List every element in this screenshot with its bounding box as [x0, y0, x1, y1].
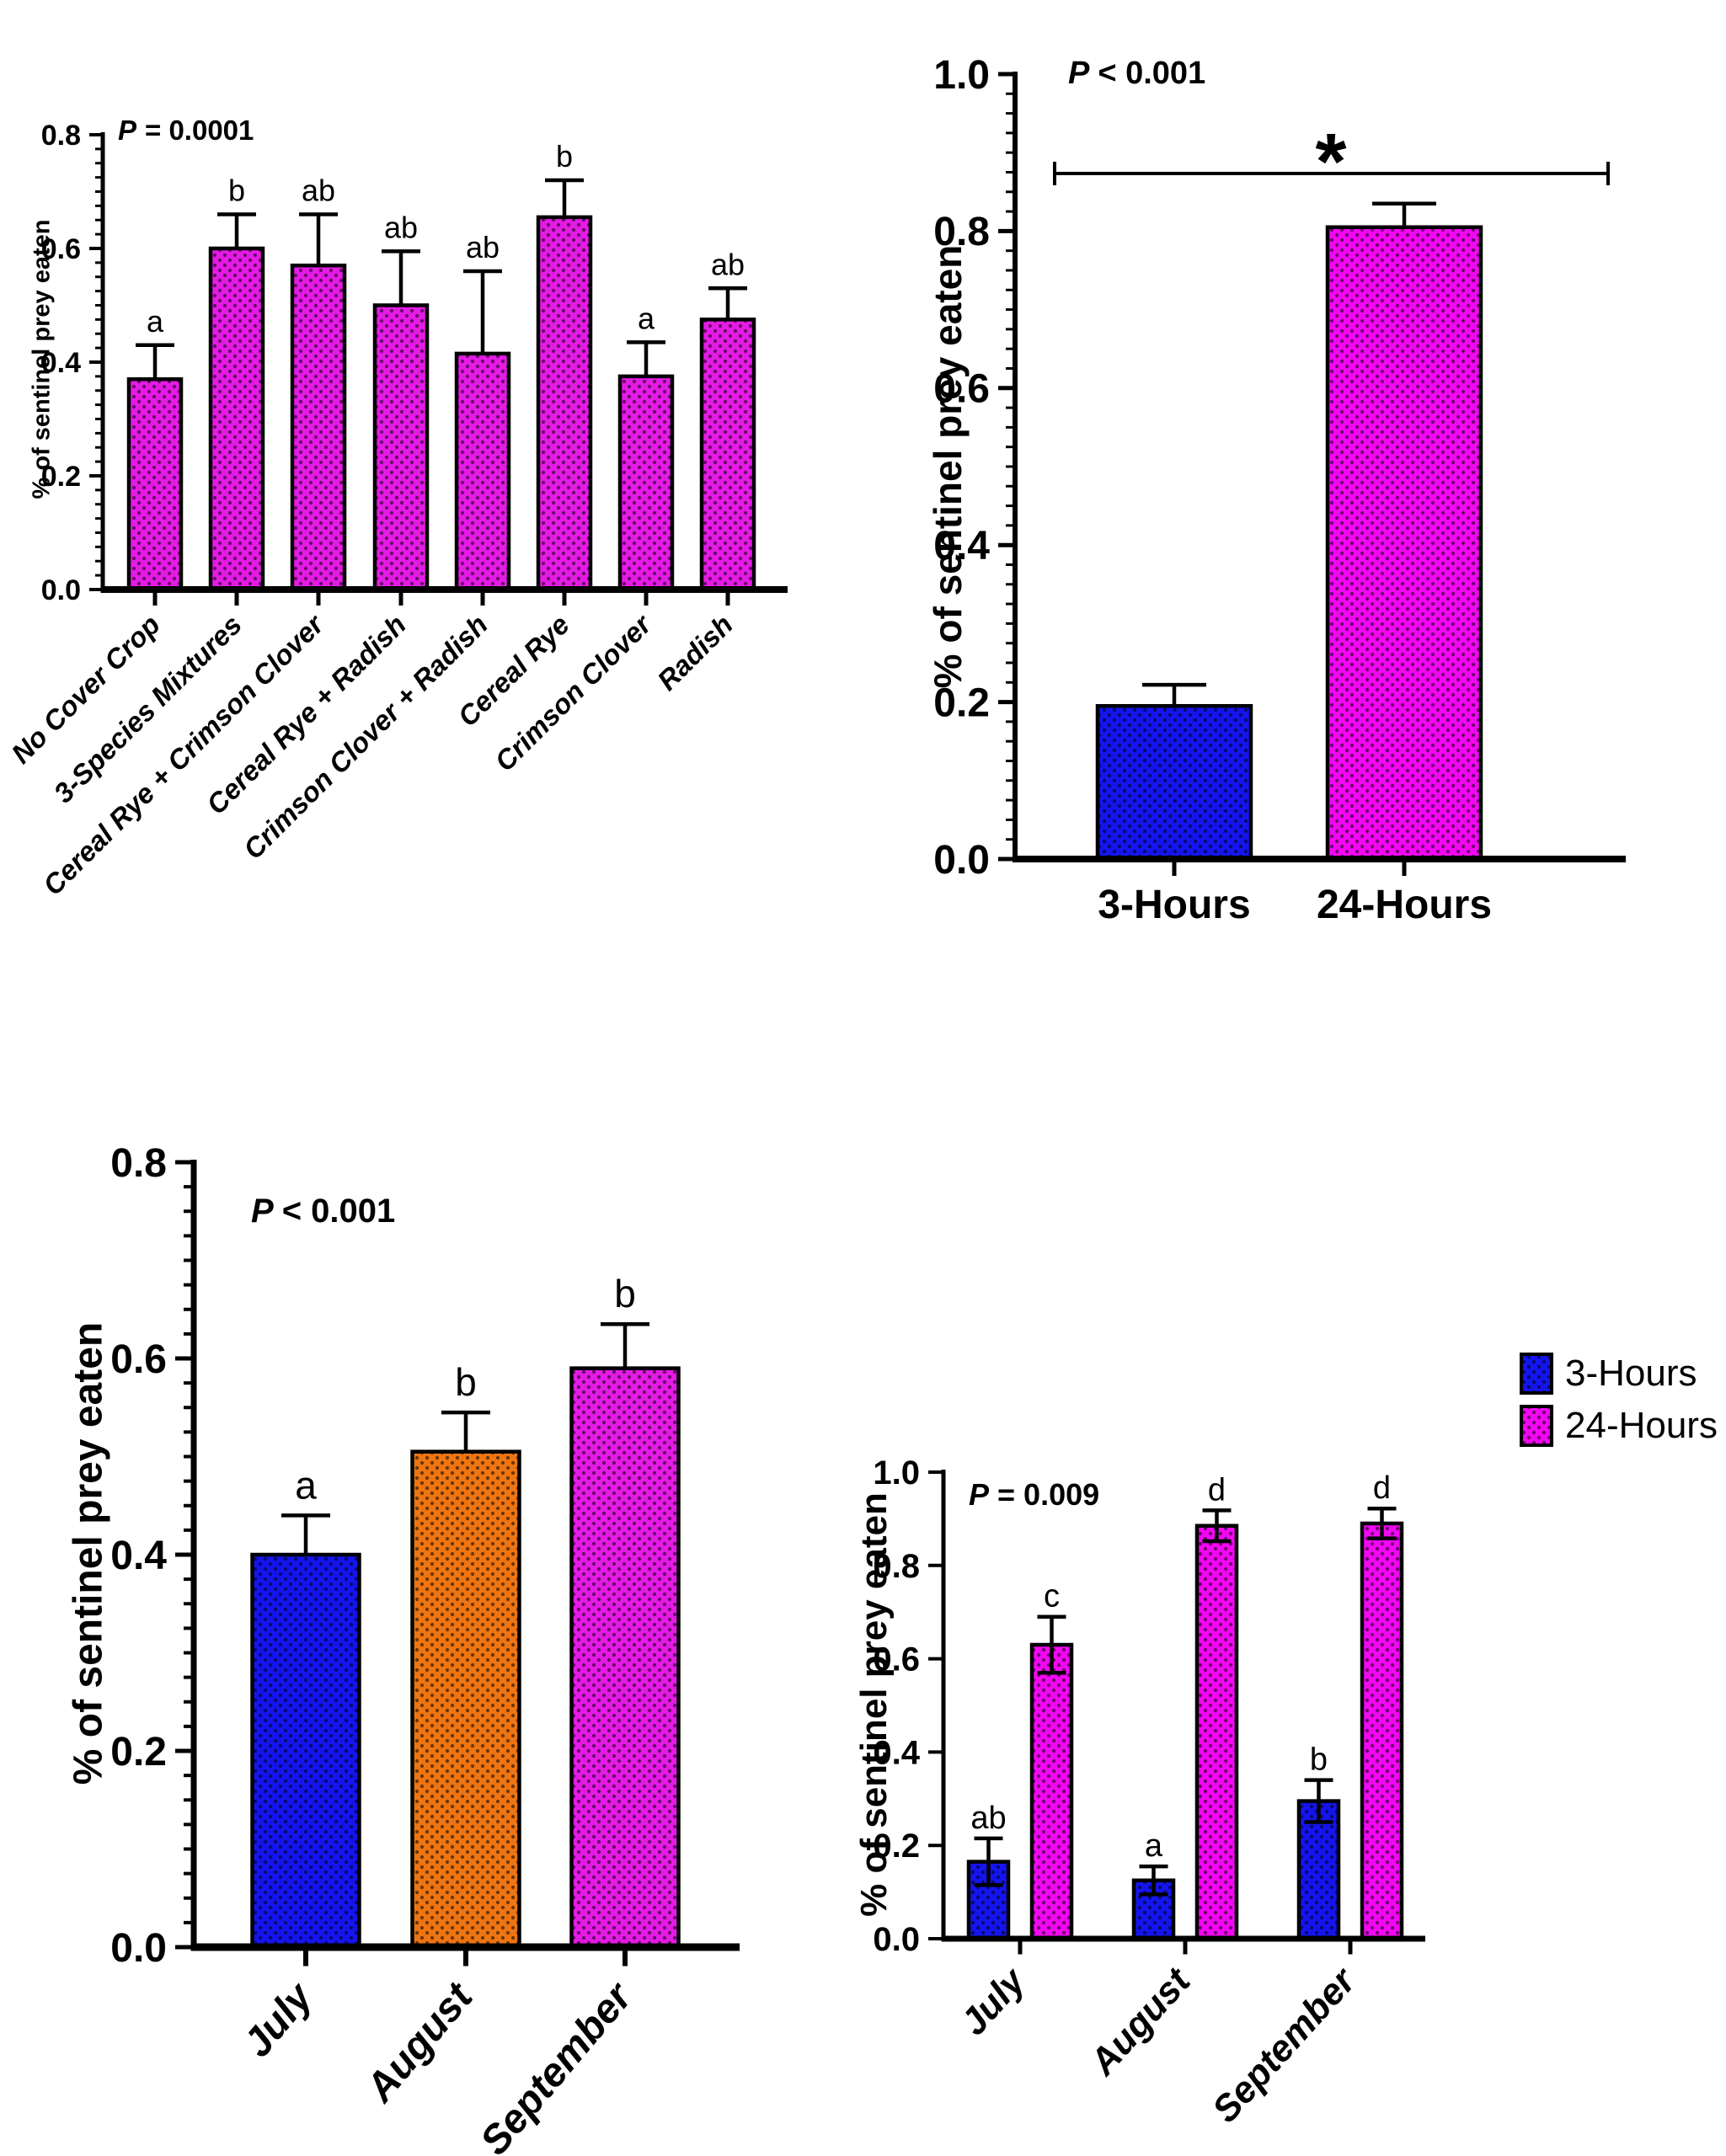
y-tick-label: 0.6	[873, 1641, 920, 1678]
x-category-label: 24-Hours	[1317, 883, 1492, 927]
significance-letter: d	[1208, 1472, 1226, 1508]
y-tick-label: 0.0	[41, 574, 81, 606]
panel-a-p-value: P = 0.0001	[118, 115, 254, 147]
panel-c-p-value: P < 0.001	[251, 1193, 395, 1230]
y-tick-label: 0.4	[933, 524, 990, 568]
bar	[454, 351, 511, 592]
bar	[410, 1449, 521, 1950]
significance-letter: ab	[466, 230, 500, 264]
y-tick-label: 0.4	[41, 347, 81, 379]
panel-b-chart: 0.0 0.2 0.4 0.6 0.8 1.0 3-Hours 24-Hours *	[933, 53, 1626, 927]
x-category-label: August	[357, 1973, 483, 2111]
bar	[290, 264, 347, 592]
x-category-label: July	[235, 1973, 323, 2065]
y-tick-label: 0.2	[933, 680, 990, 725]
y-tick-label: 0.6	[110, 1337, 167, 1382]
significance-letter: b	[228, 173, 245, 208]
bar	[1029, 1642, 1074, 1941]
panel-d-y-axis-label: % of sentinel prey eaten	[853, 1492, 895, 1917]
p-value-text: = 0.009	[997, 1477, 1100, 1512]
y-tick-label: 0.8	[41, 120, 81, 152]
y-tick-label: 0.2	[110, 1730, 167, 1774]
significance-letter: a	[147, 304, 164, 339]
bar	[569, 1366, 681, 1950]
significance-letter: ab	[711, 247, 745, 281]
y-tick-label: 0.8	[873, 1548, 920, 1585]
p-symbol: P	[969, 1477, 990, 1512]
p-value-text: < 0.001	[281, 1193, 396, 1230]
significance-asterisk: *	[1316, 117, 1347, 206]
x-category-label: 3-Hours	[1098, 883, 1250, 927]
y-tick-label: 1.0	[873, 1454, 920, 1492]
y-tick-label: 0.4	[110, 1534, 167, 1578]
p-symbol: P	[251, 1193, 274, 1230]
panel-c-y-axis-label: % of sentinel prey eaten	[66, 1321, 111, 1785]
p-value-text: < 0.001	[1098, 56, 1206, 91]
bar	[372, 303, 430, 592]
p-symbol: P	[1068, 56, 1090, 91]
x-category-label: August	[1082, 1959, 1200, 2084]
bar	[208, 246, 265, 592]
bar	[1194, 1524, 1239, 1941]
bar	[250, 1552, 361, 1950]
bar	[1095, 704, 1253, 862]
y-tick-label: 0.8	[110, 1141, 167, 1186]
significance-letter: ab	[970, 1801, 1006, 1836]
legend-item-label: 3-Hours	[1565, 1353, 1697, 1394]
significance-letter: b	[556, 139, 573, 173]
p-symbol: P	[118, 115, 137, 146]
y-tick-label: 0.0	[110, 1926, 167, 1971]
x-category-label: Radish	[651, 609, 739, 696]
legend-item-label: 24-Hours	[1565, 1405, 1718, 1446]
panel-b-y-axis-label: % of sentinel prey eaten	[926, 244, 970, 689]
y-tick-label: 0.2	[873, 1828, 920, 1865]
x-category-label: July	[953, 1959, 1034, 2043]
significance-letter: b	[614, 1272, 636, 1315]
significance-letter: a	[1145, 1828, 1163, 1864]
bar	[1360, 1521, 1404, 1941]
panel-d-p-value: P = 0.009	[969, 1477, 1099, 1513]
significance-letter: a	[638, 301, 655, 335]
x-category-label: Crimson Clover	[489, 607, 658, 776]
bar	[617, 374, 675, 592]
significance-letter: c	[1044, 1579, 1060, 1614]
p-value-text: = 0.0001	[145, 115, 254, 146]
x-category-label: September	[472, 1973, 642, 2156]
significance-letter: ab	[384, 210, 418, 244]
y-tick-label: 1.0	[933, 53, 990, 98]
y-tick-label: 0.6	[933, 367, 990, 412]
y-tick-label: 0.0	[873, 1921, 920, 1958]
y-tick-label: 0.6	[41, 233, 81, 265]
bar	[1325, 225, 1483, 862]
panel-b-p-value: P < 0.001	[1068, 56, 1205, 92]
significance-letter: b	[455, 1360, 477, 1404]
legend: 3-Hours 24-Hours	[1520, 1353, 1718, 1447]
legend-swatch-blue	[1520, 1353, 1553, 1395]
panel-d-chart: ab c a d b d 0.0 0.2 0.4 0.6 0.8 1.0 July August Septe…	[873, 1454, 1425, 2131]
y-tick-label: 0.4	[873, 1734, 920, 1771]
significance-letter: b	[1310, 1742, 1328, 1778]
bar	[1296, 1799, 1341, 1941]
significance-letter: ab	[302, 173, 335, 208]
x-category-label: September	[1205, 1959, 1365, 2131]
y-tick-label: 0.2	[41, 461, 81, 493]
bar	[699, 318, 756, 592]
legend-swatch-magenta_bright	[1520, 1405, 1553, 1447]
panel-a-y-axis-label: % of sentinel prey eaten	[28, 219, 56, 499]
bar	[536, 215, 593, 592]
significance-letter: a	[295, 1463, 317, 1507]
bar	[126, 377, 184, 592]
y-tick-label: 0.8	[933, 210, 990, 254]
significance-letter: d	[1373, 1470, 1391, 1506]
y-tick-label: 0.0	[933, 838, 990, 883]
